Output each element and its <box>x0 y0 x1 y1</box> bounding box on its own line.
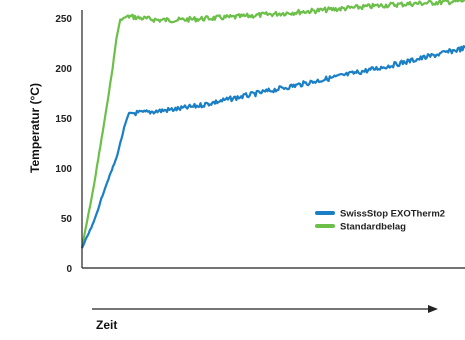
y-tick-labels: 0 50 100 150 200 250 <box>55 14 72 275</box>
series-line-swissstop-exotherm2 <box>81 45 465 249</box>
time-arrow-head-icon <box>428 305 438 313</box>
y-tick-label: 150 <box>55 114 72 125</box>
y-tick-label: 0 <box>66 264 72 275</box>
y-tick-label: 200 <box>55 64 72 75</box>
y-axis-label: Temperatur (°C) <box>28 83 42 173</box>
series-line-standardbelag <box>80 0 465 249</box>
legend-label: Standardbelag <box>340 222 406 233</box>
y-tick-label: 250 <box>55 14 72 25</box>
y-tick-label: 50 <box>61 214 73 225</box>
axes <box>81 10 465 313</box>
legend-label: SwissStop EXOTherm2 <box>340 209 445 220</box>
series-lines <box>80 0 465 249</box>
legend: SwissStop EXOTherm2 Standardbelag <box>315 209 445 233</box>
x-axis-label: Zeit <box>96 318 117 332</box>
y-tick-label: 100 <box>55 164 72 175</box>
